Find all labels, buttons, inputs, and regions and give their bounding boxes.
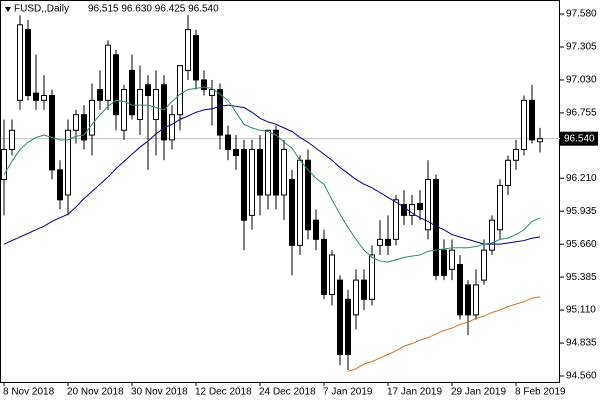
candle-body bbox=[25, 29, 31, 97]
candle-body bbox=[89, 99, 95, 136]
candle-body bbox=[313, 219, 319, 240]
candle-body bbox=[57, 169, 63, 201]
candle-body bbox=[297, 159, 303, 246]
candle-body bbox=[329, 254, 335, 296]
y-tick-label: 97.580 bbox=[566, 9, 597, 20]
candle-body bbox=[345, 298, 351, 355]
candle-body bbox=[305, 159, 311, 231]
candle-body bbox=[409, 204, 415, 216]
candle-body bbox=[505, 159, 511, 186]
x-tick-label: 29 Jan 2019 bbox=[451, 387, 506, 398]
candle-body bbox=[185, 29, 191, 71]
last-price-box bbox=[560, 131, 598, 146]
candle-body bbox=[241, 148, 247, 221]
x-tick-label: 17 Jan 2019 bbox=[387, 387, 442, 398]
candle-body bbox=[265, 129, 271, 196]
candle-body bbox=[401, 204, 407, 216]
y-tick-label: 97.305 bbox=[566, 42, 597, 53]
x-tick-label: 30 Nov 2018 bbox=[131, 387, 188, 398]
candle-body bbox=[129, 69, 135, 116]
y-tick-label: 95.385 bbox=[566, 272, 597, 283]
candle-body bbox=[113, 54, 119, 116]
chart-title: FUSD,,Daily bbox=[14, 4, 69, 15]
candle-body bbox=[17, 24, 23, 101]
candle-body bbox=[233, 148, 239, 156]
candle-body bbox=[521, 99, 527, 150]
candle-body bbox=[105, 44, 111, 101]
header-icon bbox=[5, 7, 11, 12]
candle-body bbox=[49, 95, 55, 171]
candle-body bbox=[321, 238, 327, 296]
candle-body bbox=[225, 134, 231, 150]
candle-body bbox=[177, 65, 183, 116]
y-tick-label: 96.755 bbox=[566, 108, 597, 119]
candle-body bbox=[137, 89, 143, 121]
y-tick-label: 96.210 bbox=[566, 173, 597, 184]
candle-body bbox=[169, 114, 175, 141]
candle-body bbox=[393, 199, 399, 240]
candle-body bbox=[481, 249, 487, 281]
candle-body bbox=[489, 219, 495, 251]
y-tick-label: 97.030 bbox=[566, 75, 597, 86]
candle-body bbox=[161, 84, 167, 141]
candle-body bbox=[537, 138, 543, 143]
candle-body bbox=[513, 148, 519, 161]
candle-body bbox=[41, 95, 47, 101]
y-tick-label: 95.660 bbox=[566, 239, 597, 250]
candle-body bbox=[1, 148, 7, 180]
candle-body bbox=[449, 249, 455, 270]
candle-body bbox=[33, 92, 39, 101]
candle-body bbox=[529, 99, 535, 141]
moving-average bbox=[3, 104, 541, 245]
x-tick-label: 20 Nov 2018 bbox=[67, 387, 124, 398]
candle-body bbox=[417, 202, 423, 210]
y-tick-label: 94.560 bbox=[566, 371, 597, 382]
candle-body bbox=[65, 129, 71, 196]
candle-body bbox=[209, 89, 215, 97]
y-tick-label: 95.110 bbox=[566, 305, 596, 316]
candle-body bbox=[337, 279, 343, 355]
x-tick-label: 7 Jan 2019 bbox=[323, 387, 373, 398]
candle-body bbox=[377, 238, 383, 246]
candle-body bbox=[193, 35, 199, 81]
candle-body bbox=[201, 79, 207, 91]
plot-frame bbox=[0, 0, 560, 383]
candle-body bbox=[97, 89, 103, 101]
candle-body bbox=[121, 89, 127, 131]
x-tick-label: 8 Feb 2019 bbox=[515, 387, 566, 398]
candle-body bbox=[281, 148, 287, 196]
x-tick-label: 12 Dec 2018 bbox=[195, 387, 252, 398]
x-tick-label: 8 Nov 2018 bbox=[3, 387, 55, 398]
y-tick-label: 95.935 bbox=[566, 206, 597, 217]
candle-body bbox=[273, 129, 279, 196]
moving-average bbox=[3, 86, 541, 263]
candle-body bbox=[425, 178, 431, 231]
candle-body bbox=[353, 279, 359, 316]
candle-body bbox=[457, 264, 463, 316]
candle-body bbox=[9, 129, 15, 150]
ohlc-text: 96.515 96.630 96.425 96.540 bbox=[88, 4, 219, 15]
candle-body bbox=[465, 284, 471, 316]
candle-body bbox=[473, 284, 479, 316]
candle-body bbox=[289, 178, 295, 246]
candle-body bbox=[441, 249, 447, 276]
y-tick-label: 94.835 bbox=[566, 338, 597, 349]
candle-body bbox=[257, 148, 263, 196]
x-tick-label: 24 Dec 2018 bbox=[259, 387, 316, 398]
candle-body bbox=[217, 89, 223, 136]
candle-body bbox=[497, 184, 503, 231]
candle-body bbox=[73, 114, 79, 131]
candle-body bbox=[369, 254, 375, 300]
candle-body bbox=[385, 238, 391, 246]
candle-body bbox=[153, 89, 159, 121]
candle-body bbox=[249, 148, 255, 216]
candle-body bbox=[81, 114, 87, 141]
last-price-label: 96.540 bbox=[564, 133, 595, 144]
moving-average bbox=[347, 296, 541, 372]
candle-body bbox=[145, 84, 151, 97]
candle-body bbox=[361, 279, 367, 300]
